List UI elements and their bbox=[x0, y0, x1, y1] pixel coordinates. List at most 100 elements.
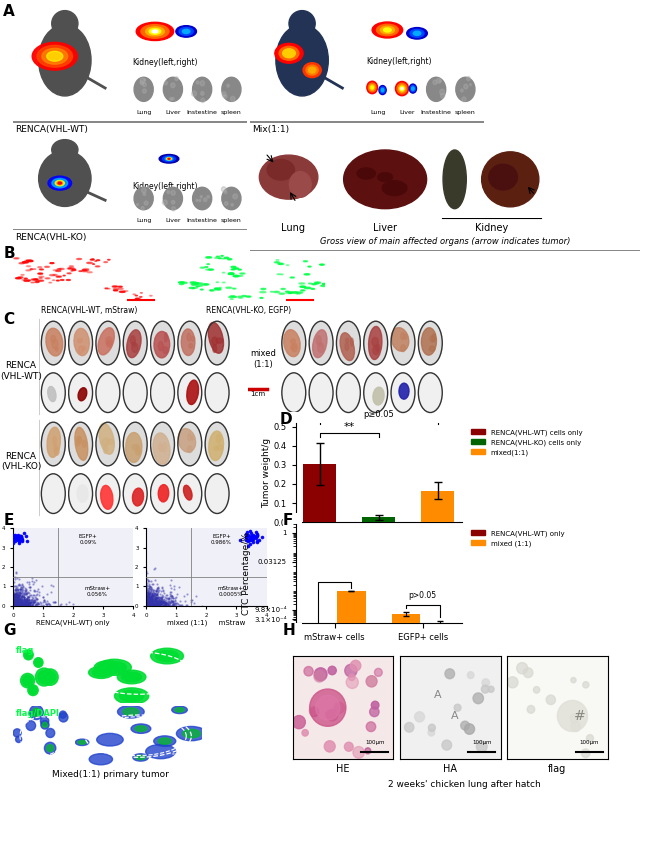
Point bbox=[9, 593, 20, 607]
Point bbox=[12, 583, 23, 596]
Point bbox=[143, 596, 153, 610]
Point bbox=[150, 597, 160, 611]
Point bbox=[146, 595, 157, 608]
Point bbox=[165, 595, 176, 609]
Point bbox=[12, 581, 22, 595]
Point bbox=[10, 598, 20, 612]
Point bbox=[14, 589, 25, 602]
Ellipse shape bbox=[141, 206, 144, 210]
Point bbox=[22, 587, 32, 601]
Ellipse shape bbox=[77, 258, 81, 260]
Point bbox=[165, 596, 176, 610]
Point bbox=[148, 598, 159, 612]
Point bbox=[143, 598, 153, 612]
Point bbox=[16, 578, 27, 592]
Point bbox=[9, 594, 20, 608]
Point bbox=[241, 533, 252, 547]
Point bbox=[18, 526, 29, 539]
Point bbox=[18, 589, 28, 603]
Point bbox=[147, 594, 157, 608]
Point bbox=[27, 588, 38, 602]
Point bbox=[143, 595, 153, 609]
Point bbox=[12, 589, 22, 603]
Point bbox=[25, 580, 35, 594]
Point bbox=[151, 594, 162, 608]
Point bbox=[164, 598, 175, 612]
Ellipse shape bbox=[346, 338, 349, 343]
Point bbox=[243, 534, 254, 548]
Point bbox=[155, 594, 166, 608]
Point bbox=[142, 597, 152, 611]
Point bbox=[246, 526, 256, 539]
Circle shape bbox=[78, 740, 86, 744]
Point bbox=[145, 595, 155, 609]
Circle shape bbox=[34, 658, 43, 667]
Point bbox=[154, 598, 164, 612]
Point bbox=[143, 591, 153, 605]
Point bbox=[15, 532, 25, 546]
Point bbox=[241, 527, 252, 541]
Circle shape bbox=[97, 734, 124, 746]
Ellipse shape bbox=[227, 85, 229, 87]
Point bbox=[17, 584, 27, 598]
Point bbox=[153, 594, 163, 608]
Point bbox=[16, 583, 27, 597]
Point bbox=[11, 589, 21, 602]
Point bbox=[15, 582, 25, 595]
Point bbox=[10, 590, 21, 604]
Point bbox=[28, 596, 38, 610]
Point bbox=[10, 593, 21, 607]
Point bbox=[8, 595, 18, 609]
Point bbox=[8, 597, 19, 611]
Point bbox=[150, 598, 161, 612]
Ellipse shape bbox=[167, 158, 171, 160]
Ellipse shape bbox=[159, 446, 164, 451]
Point bbox=[23, 599, 34, 613]
Point bbox=[12, 586, 22, 600]
Point bbox=[8, 598, 19, 612]
Circle shape bbox=[40, 716, 49, 725]
Point bbox=[27, 596, 38, 610]
Point bbox=[147, 598, 157, 612]
Point bbox=[143, 597, 153, 611]
Ellipse shape bbox=[196, 199, 198, 201]
Point bbox=[16, 587, 27, 601]
Circle shape bbox=[586, 734, 593, 742]
Point bbox=[148, 589, 159, 603]
Point bbox=[162, 598, 173, 612]
Point bbox=[145, 595, 155, 609]
Ellipse shape bbox=[430, 346, 435, 351]
Point bbox=[8, 596, 18, 610]
Point bbox=[8, 531, 18, 545]
Point bbox=[142, 593, 152, 607]
Point bbox=[17, 595, 27, 608]
Ellipse shape bbox=[203, 198, 207, 202]
Ellipse shape bbox=[142, 83, 146, 86]
Point bbox=[168, 598, 178, 612]
Circle shape bbox=[428, 724, 436, 732]
Point bbox=[244, 532, 254, 546]
Point bbox=[14, 592, 25, 606]
Point bbox=[21, 595, 32, 608]
Point bbox=[17, 595, 27, 609]
Point bbox=[144, 598, 155, 612]
Point bbox=[14, 596, 24, 610]
Point bbox=[9, 588, 20, 602]
Point bbox=[8, 597, 18, 611]
Bar bbox=[304, 627, 332, 863]
Point bbox=[15, 597, 25, 611]
Point bbox=[152, 595, 162, 608]
Point bbox=[151, 595, 162, 609]
Point bbox=[143, 577, 153, 591]
Point bbox=[157, 595, 167, 609]
Point bbox=[159, 598, 169, 612]
Circle shape bbox=[154, 736, 176, 746]
Point bbox=[146, 595, 156, 608]
Point bbox=[23, 590, 34, 604]
Ellipse shape bbox=[162, 156, 176, 161]
Ellipse shape bbox=[340, 333, 354, 361]
Point bbox=[141, 591, 151, 605]
Point bbox=[159, 598, 169, 612]
Point bbox=[143, 595, 153, 608]
Point bbox=[12, 598, 22, 612]
